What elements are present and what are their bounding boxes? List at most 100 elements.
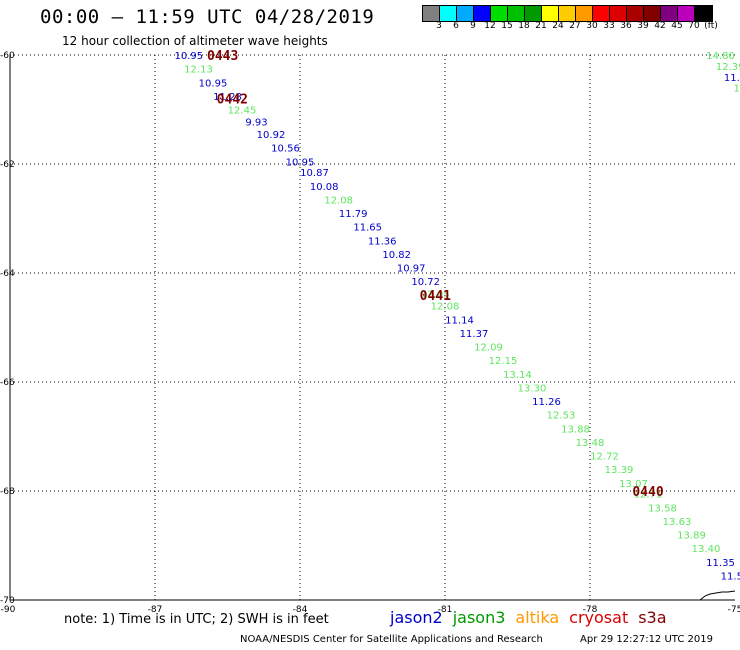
wave-height-point: 12.45 (228, 106, 257, 117)
y-tick-label: -62 (0, 160, 15, 170)
timestamp-text: Apr 29 12:27:12 UTC 2019 (580, 634, 713, 645)
wave-height-point: 10.56 (271, 144, 300, 155)
mission-label-jason3: jason3 (452, 608, 506, 627)
wave-height-point: 12.08 (431, 302, 460, 313)
legend-swatch (644, 6, 661, 21)
wave-height-point: 13.39 (605, 465, 634, 476)
color-legend-labels: 3 6 9 12 15 18 21 24 27 30 33 36 39 42 45 70 (ft) (422, 21, 740, 33)
mission-label-cryosat: cryosat (569, 608, 629, 627)
chart-title: 00:00 – 11:59 UTC 04/28/2019 (40, 6, 375, 28)
wave-height-point: 12.72 (590, 452, 619, 463)
wave-height-point: 10.72 (411, 277, 440, 288)
mission-label-altika: altika (515, 608, 560, 627)
wave-height-point: 10.87 (300, 168, 329, 179)
wave-height-point: 12.13 (184, 65, 213, 76)
wave-height-point: 13.07 (619, 479, 648, 490)
wave-height-point: 10.08 (310, 182, 339, 193)
wave-height-point: 13.88 (561, 424, 590, 435)
y-tick-label: -64 (0, 269, 15, 279)
legend-swatch (440, 6, 457, 21)
legend-swatch (542, 6, 559, 21)
legend-swatch (627, 6, 644, 21)
legend-swatch (559, 6, 576, 21)
wave-height-point: 13.63 (663, 517, 692, 528)
wave-height-point: 13.40 (692, 544, 721, 555)
legend-label: 39 (637, 21, 649, 31)
wave-height-point: 11.26 (532, 397, 561, 408)
legend-swatch (610, 6, 627, 21)
wave-height-point: 13.14 (503, 370, 532, 381)
legend-label: 6 (453, 21, 459, 31)
legend-label: 9 (470, 21, 476, 31)
mission-label-jason2: jason2 (390, 608, 443, 627)
wave-height-point: 11.28 (213, 92, 242, 103)
wave-height-point: 13.48 (576, 438, 605, 449)
wave-height-point: 11.8 (724, 73, 740, 84)
legend-label: (ft) (704, 21, 718, 31)
legend-label: 33 (603, 21, 615, 31)
chart-subtitle: 12 hour collection of altimeter wave hei… (62, 34, 328, 48)
x-tick-label: -75 (728, 605, 740, 615)
legend-swatch (593, 6, 610, 21)
x-tick-label: -84 (293, 605, 308, 615)
legend-label: 27 (569, 21, 581, 31)
legend-label: 3 (436, 21, 442, 31)
time-label: 0441 (420, 289, 451, 304)
legend-swatch (457, 6, 474, 21)
wave-height-point: 13 (733, 84, 740, 95)
x-tick-label: -90 (1, 605, 16, 615)
wave-height-point: 11.65 (353, 223, 382, 234)
credit-text: NOAA/NESDIS Center for Satellite Applica… (240, 634, 543, 645)
wave-height-point: 10.95 (175, 51, 204, 62)
y-tick-label: -70 (0, 596, 15, 606)
legend-swatch (525, 6, 542, 21)
coastline-path (699, 590, 736, 601)
wave-height-point: 13.30 (518, 383, 547, 394)
wave-height-point: 12.39 (716, 62, 740, 73)
legend-label: 30 (586, 21, 598, 31)
wave-height-point: 11.79 (339, 209, 368, 220)
wave-height-point: 13.58 (648, 503, 677, 514)
legend-swatch (661, 6, 678, 21)
wave-height-point: 12.09 (474, 343, 503, 354)
wave-height-point: 12.71 (634, 490, 663, 501)
x-tick-label: -87 (148, 605, 163, 615)
wave-height-point: 10.95 (199, 78, 228, 89)
wave-height-point: 12.08 (324, 195, 353, 206)
legend-label: 42 (654, 21, 666, 31)
legend-swatch (474, 6, 491, 21)
legend-label: 70 (688, 21, 700, 31)
legend-label: 21 (535, 21, 547, 31)
wave-height-point: 11.37 (460, 329, 489, 340)
wave-height-point: 9.93 (245, 117, 267, 128)
footer-note: note: 1) Time is in UTC; 2) SWH is in fe… (64, 612, 329, 627)
legend-label: 12 (484, 21, 496, 31)
legend-label: 45 (671, 21, 683, 31)
wave-height-point: 12.15 (489, 356, 518, 367)
time-label: 0443 (207, 49, 238, 64)
mission-legend: jason2 jason3 altika cryosat s3a (390, 608, 677, 627)
mission-label-s3a: s3a (638, 608, 667, 627)
y-tick-label: -60 (0, 51, 15, 61)
legend-swatch (695, 6, 712, 21)
wave-height-point: 14.80 (706, 51, 735, 62)
color-legend-bar (422, 5, 713, 22)
wave-height-point: 12.53 (547, 411, 576, 422)
wave-height-point: 11.50 (721, 571, 740, 582)
legend-swatch (576, 6, 593, 21)
legend-label: 24 (552, 21, 564, 31)
legend-swatch (423, 6, 440, 21)
wave-height-point: 11.14 (445, 315, 474, 326)
wave-height-point: 10.95 (286, 157, 315, 168)
legend-swatch (678, 6, 695, 21)
y-tick-label: -68 (0, 487, 15, 497)
wave-height-point: 11.36 (368, 236, 397, 247)
legend-label: 15 (501, 21, 513, 31)
wave-height-point: 10.92 (257, 130, 286, 141)
wave-height-point: 10.97 (397, 264, 426, 275)
y-tick-label: -66 (0, 378, 15, 388)
legend-label: 18 (518, 21, 530, 31)
time-label: 0442 (217, 93, 248, 108)
wave-height-point: 12.05 (421, 290, 450, 301)
